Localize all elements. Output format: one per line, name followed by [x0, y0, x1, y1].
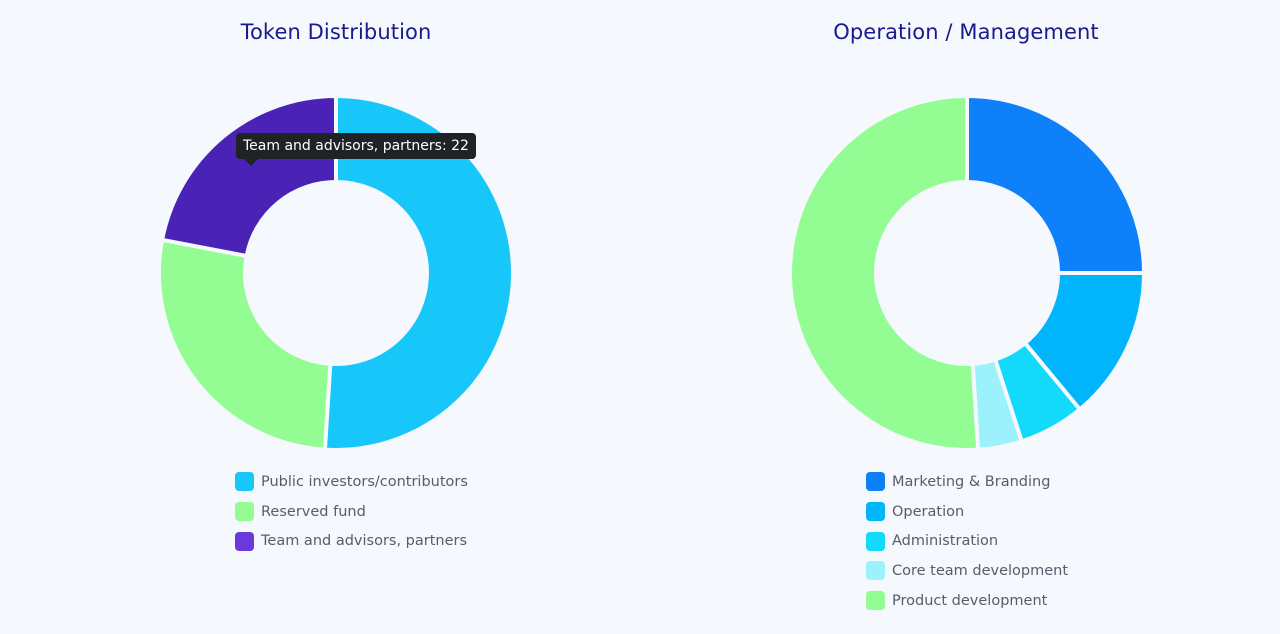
slice-team-and-advisors-partners[interactable]	[160, 94, 338, 258]
chart-title: Token Distribution	[240, 20, 432, 44]
legend-item-administration[interactable]: Administration	[866, 526, 1068, 556]
legend: Marketing & Branding Operation Administrat…	[866, 467, 1068, 615]
legend-swatch	[866, 591, 885, 611]
tooltip-separator: :	[441, 138, 452, 154]
legend-item-operation[interactable]: Operation	[866, 497, 1068, 527]
slice-product-development[interactable]	[788, 94, 981, 452]
legend-swatch	[235, 531, 254, 551]
operation-management-chart: Operation / Management Marketing & Brand…	[640, 0, 1280, 634]
legend-item-public-investors-contributors[interactable]: Public investors/contributors	[235, 467, 468, 497]
legend-label: Reserved fund	[261, 503, 366, 520]
legend-swatch	[866, 502, 885, 522]
tooltip-caret	[244, 159, 258, 166]
legend-label: Product development	[892, 592, 1048, 609]
slice-reserved-fund[interactable]	[157, 237, 333, 452]
legend-item-product-development[interactable]: Product development	[866, 586, 1068, 616]
slice-tooltip: Team and advisors, partners: 22	[236, 133, 476, 166]
legend-swatch	[866, 472, 885, 492]
legend-swatch	[235, 472, 254, 492]
legend-item-reserved-fund[interactable]: Reserved fund	[235, 497, 468, 527]
legend-label: Administration	[892, 533, 999, 550]
chart-title: Operation / Management	[833, 20, 1099, 44]
legend-item-marketing-branding[interactable]: Marketing & Branding	[866, 467, 1068, 497]
legend-label: Team and advisors, partners	[261, 533, 468, 550]
legend-swatch	[235, 502, 254, 522]
legend-label: Public investors/contributors	[261, 473, 468, 490]
token-distribution-chart: Token Distribution Public investors/cont…	[157, 20, 515, 556]
legend-item-core-team-development[interactable]: Core team development	[866, 556, 1068, 586]
legend: Public investors/contributors Reserved fu…	[235, 467, 468, 556]
tooltip-label: Team and advisors, partners	[243, 138, 442, 154]
tooltip-value: 22	[451, 138, 469, 154]
slice-marketing-branding[interactable]	[965, 94, 1146, 275]
legend-item-team-and-advisors-partners[interactable]: Team and advisors, partners	[235, 526, 468, 556]
legend-label: Core team development	[892, 562, 1069, 579]
slice-public-investors-contributors[interactable]	[322, 94, 515, 452]
token-distribution-donut	[157, 94, 515, 452]
operation-management-donut	[788, 94, 1146, 452]
legend-label: Operation	[892, 503, 965, 520]
legend-swatch	[866, 531, 885, 551]
legend-swatch	[866, 561, 885, 581]
legend-label: Marketing & Branding	[892, 473, 1051, 490]
